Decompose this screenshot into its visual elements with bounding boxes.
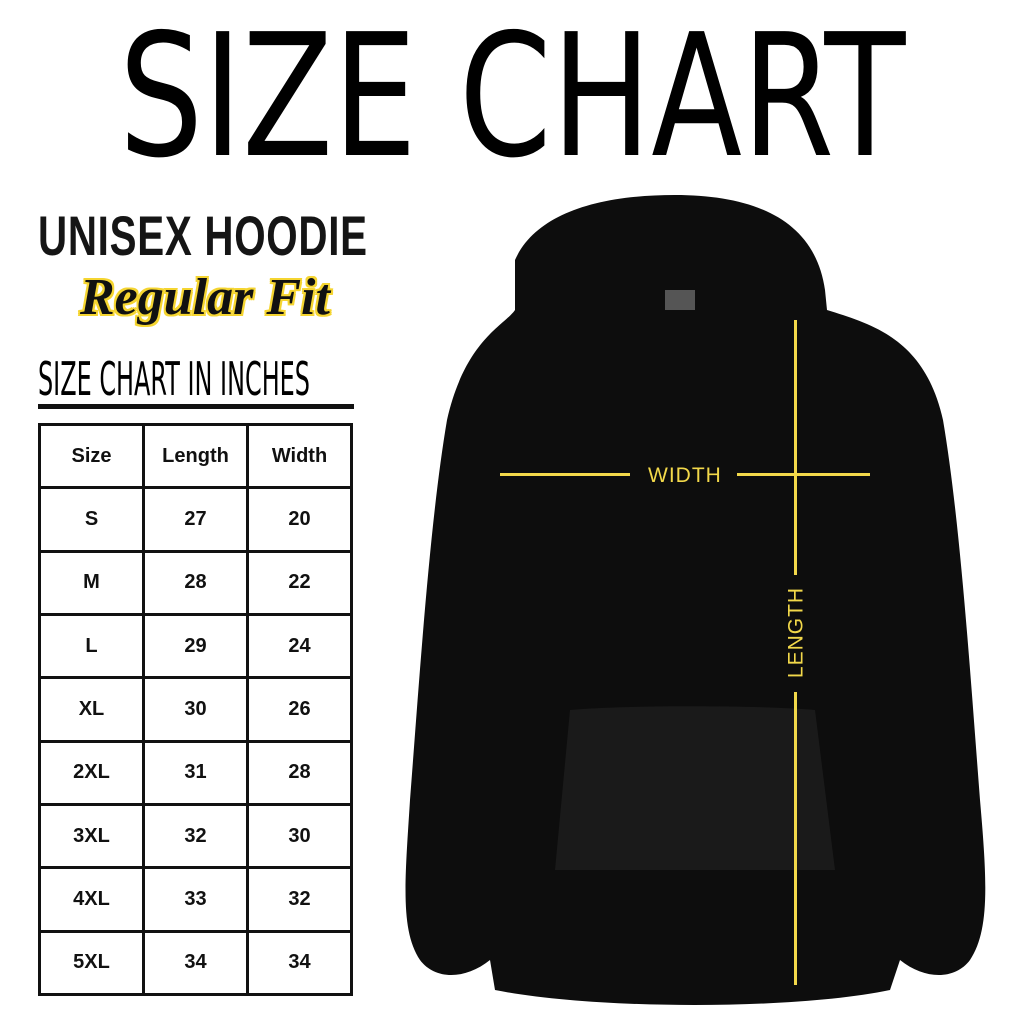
table-row: 2XL 31 28 (38, 739, 353, 806)
table-cell: XL (38, 676, 145, 743)
table-row: L 29 24 (38, 612, 353, 680)
table-cell: 28 (246, 739, 353, 806)
table-cell: 28 (142, 549, 249, 616)
fit-label: Regular Fit (80, 269, 330, 326)
table-cell: 29 (142, 612, 249, 680)
title-area: SIZE CHART (0, 12, 1024, 187)
length-line-top (794, 320, 797, 575)
column-header: Size (38, 422, 145, 490)
table-cell: 33 (142, 866, 249, 933)
length-label: LENGTH (784, 586, 808, 679)
column-header: Width (246, 422, 353, 490)
table-cell: 3XL (38, 802, 145, 870)
pocket (555, 706, 835, 870)
table-cell: 32 (246, 866, 353, 933)
table-cell: 20 (246, 486, 353, 553)
width-line-left (500, 473, 630, 476)
hoodie-body (405, 195, 986, 1005)
width-line-right (737, 473, 870, 476)
unit-label: SIZE CHART IN INCHES (38, 352, 310, 406)
table-cell: 32 (142, 802, 249, 870)
hoodie-image (405, 195, 986, 1005)
table-row: 3XL 32 30 (38, 802, 353, 870)
table-cell: 34 (142, 929, 249, 997)
table-cell: 5XL (38, 929, 145, 997)
table-cell: 30 (246, 802, 353, 870)
table-row: S 27 20 (38, 486, 353, 553)
table-row: XL 30 26 (38, 676, 353, 743)
table-cell: 27 (142, 486, 249, 553)
tag (665, 290, 695, 310)
table-cell: M (38, 549, 145, 616)
table-cell: 31 (142, 739, 249, 806)
table-cell: 4XL (38, 866, 145, 933)
table-row: 4XL 33 32 (38, 866, 353, 933)
width-label: WIDTH (648, 464, 722, 487)
table-cell: S (38, 486, 145, 553)
table-row: 5XL 34 34 (38, 929, 353, 997)
table-cell: 24 (246, 612, 353, 680)
column-header: Length (142, 422, 249, 490)
table-cell: L (38, 612, 145, 680)
product-name: UNISEX HOODIE (38, 204, 368, 267)
length-line-bottom (794, 692, 797, 985)
table-row: M 28 22 (38, 549, 353, 616)
header-row: Size Length Width (38, 422, 353, 490)
table-cell: 26 (246, 676, 353, 743)
table-cell: 22 (246, 549, 353, 616)
divider (38, 404, 354, 409)
table-cell: 34 (246, 929, 353, 997)
size-table: Size Length Width S 27 20 M 28 22 L 29 24 XL 30 26 2XL 3… (38, 422, 353, 997)
page-title: SIZE CHART (118, 0, 906, 196)
table-cell: 2XL (38, 739, 145, 806)
table-cell: 30 (142, 676, 249, 743)
